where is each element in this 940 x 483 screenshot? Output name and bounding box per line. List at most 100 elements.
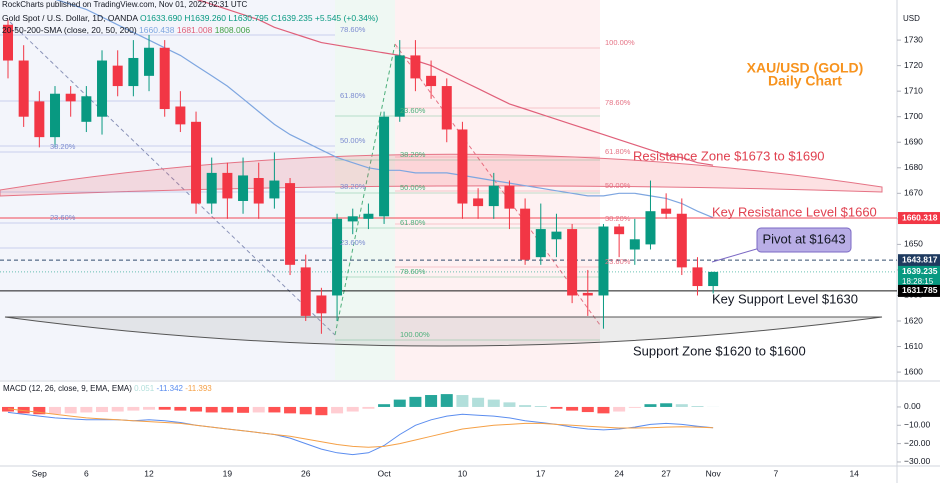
macd-bar <box>49 406 62 414</box>
candle-body <box>191 121 202 204</box>
macd-bar <box>252 406 265 413</box>
fib-label: 38.20% <box>340 182 366 191</box>
macd-bar <box>111 406 124 412</box>
candle-body <box>300 267 311 316</box>
x-tick-label: 19 <box>223 468 233 478</box>
candle-body <box>316 295 327 314</box>
annotation: Pivot at $1643 <box>762 231 845 246</box>
macd-bar <box>440 394 453 407</box>
x-tick-label: 24 <box>614 468 624 478</box>
x-tick-label: Oct <box>377 468 391 478</box>
fib-label: 50.00% <box>400 183 426 192</box>
y-tick-label: 1650 <box>904 239 923 249</box>
candle-body <box>269 180 280 199</box>
y-tick-label: 1700 <box>904 111 923 121</box>
macd-bar <box>346 406 359 412</box>
countdown: 18:28:15 <box>902 277 934 286</box>
macd-bar <box>660 403 673 407</box>
macd-bar <box>143 406 156 410</box>
fib-label: 78.60% <box>340 25 366 34</box>
fib-trend <box>394 43 601 326</box>
price-badge <box>898 254 940 267</box>
annotation: Resistance Zone $1673 to $1690 <box>633 148 825 163</box>
macd-bar <box>237 406 250 413</box>
macd-bar <box>487 399 500 407</box>
fib-label: 23.60% <box>400 106 426 115</box>
macd-bar <box>299 406 312 415</box>
candle-body <box>112 65 123 87</box>
price-badge <box>898 284 940 297</box>
candle-body <box>488 185 499 207</box>
macd-title: MACD (12, 26, close, 9, EMA, EMA) <box>3 384 132 393</box>
y-tick-label: 1690 <box>904 136 923 146</box>
legend: Gold Spot / U.S. Dollar, 1D, OANDA O1633… <box>2 13 378 23</box>
candle-body <box>128 57 139 87</box>
candle-body <box>3 24 13 61</box>
macd-bar <box>362 406 375 409</box>
candle-body <box>629 239 640 250</box>
annotation: Key Support Level $1630 <box>712 291 858 306</box>
macd-value: -11.342 <box>156 384 183 393</box>
candle-body <box>81 96 92 122</box>
ohlc: C1639.235 <box>271 13 313 23</box>
candle-body <box>457 129 468 204</box>
symbol: Gold Spot / U.S. Dollar, 1D, OANDA <box>2 13 138 23</box>
line <box>55 0 714 219</box>
candle-body <box>222 172 233 199</box>
macd-bar <box>378 404 391 407</box>
macd-bar <box>456 395 469 407</box>
sma-value: 1660.438 <box>139 25 175 35</box>
macd-legend: MACD (12, 26, close, 9, EMA, EMA) 0.051 … <box>3 384 212 393</box>
candle-body <box>175 106 186 125</box>
resistance-zone <box>0 153 883 197</box>
line <box>7 408 714 448</box>
fib-label: 23.60% <box>605 257 631 266</box>
x-tick-label: 27 <box>661 468 671 478</box>
fib-label: 38.20% <box>400 150 426 159</box>
x-tick-label: 14 <box>849 468 859 478</box>
candle-body <box>332 218 343 296</box>
macd-panel <box>2 394 720 456</box>
fib-label: 50.00% <box>340 136 366 145</box>
candle-body <box>253 177 264 204</box>
macd-bar <box>80 406 93 413</box>
x-tick-label: Nov <box>706 468 722 478</box>
macd-bar <box>581 406 594 413</box>
candle-body <box>18 60 29 117</box>
candle-body <box>65 93 76 102</box>
candle-body <box>520 208 531 260</box>
sma-label: 20-50-200-SMA (close, 20, 50, 200) <box>2 25 137 35</box>
x-tick-label: Sep <box>32 468 47 478</box>
candle-body <box>394 55 405 117</box>
fib-trend <box>9 21 336 336</box>
ohlc: H1639.260 <box>184 13 226 23</box>
y-tick-label: −30.00 <box>904 456 931 466</box>
macd-bar <box>472 397 485 407</box>
price-badge <box>898 265 940 288</box>
chart-title: XAU/USD (GOLD) <box>747 60 864 76</box>
y-tick-label: 1710 <box>904 85 923 95</box>
fib-label: 50.00% <box>605 181 631 190</box>
price-badge <box>898 212 940 225</box>
line <box>196 0 714 166</box>
x-tick-label: 6 <box>84 468 89 478</box>
candle-body <box>473 198 484 207</box>
macd-bar <box>190 406 203 412</box>
published: RockCharts published on TradingView.com,… <box>2 0 248 9</box>
macd-bar <box>519 405 532 407</box>
macd-bar <box>675 404 688 407</box>
macd-bar <box>268 406 281 413</box>
sma-value: 1681.008 <box>177 25 213 35</box>
signal-value: -11.393 <box>185 384 212 393</box>
macd-bar <box>174 406 187 411</box>
macd-bar <box>393 399 406 407</box>
fib-trend <box>334 43 396 336</box>
macd-bar <box>127 406 140 411</box>
chart-subtitle: Daily Chart <box>768 73 842 89</box>
axes: 1600161016201630164016501660167016801690… <box>32 34 940 478</box>
y-tick-label: 0.00 <box>904 401 921 411</box>
candle-body <box>238 175 249 201</box>
candle-body <box>535 229 546 258</box>
candle-body <box>206 172 217 204</box>
